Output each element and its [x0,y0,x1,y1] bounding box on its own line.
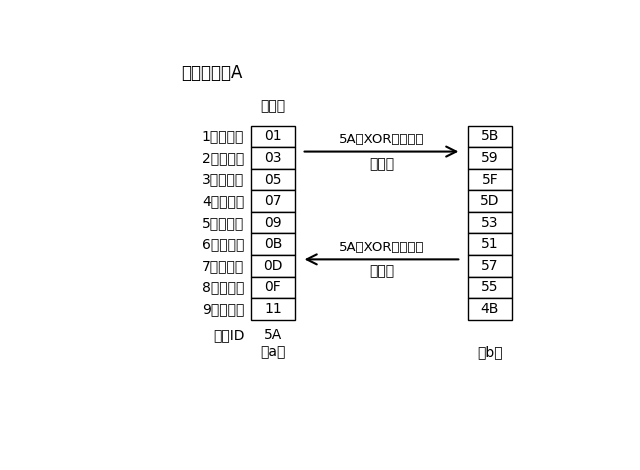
Text: 5バイト目: 5バイト目 [202,216,244,230]
Text: 機種ID: 機種ID [212,328,244,342]
Text: 1バイト目: 1バイト目 [202,129,244,143]
Text: 暗号化: 暗号化 [369,157,394,171]
Text: 5F: 5F [482,172,499,187]
Bar [467,169,513,190]
Text: 3バイト目: 3バイト目 [202,172,244,187]
Text: 51: 51 [481,237,499,251]
Bar [467,147,513,169]
Text: 演算パターA: 演算パターA [180,64,242,82]
Text: 0B: 0B [264,237,282,251]
Text: 11: 11 [264,302,282,316]
Text: （b）: （b） [477,345,503,359]
Text: 0D: 0D [263,259,283,273]
Bar [250,190,296,212]
Text: 9バイト目: 9バイト目 [202,302,244,316]
Text: 57: 57 [481,259,499,273]
Text: 4バイト目: 4バイト目 [202,194,244,208]
Bar [467,125,513,147]
Bar [467,277,513,298]
Text: 05: 05 [264,172,282,187]
Text: 5AとXOR論理演算: 5AとXOR論理演算 [339,241,424,253]
Text: 2バイト目: 2バイト目 [202,151,244,165]
Text: 7バイト目: 7バイト目 [202,259,244,273]
Text: （a）: （a） [260,345,285,359]
Bar [467,255,513,277]
Text: 55: 55 [481,281,499,294]
Text: 0F: 0F [264,281,282,294]
Text: 8バイト目: 8バイト目 [202,281,244,294]
Bar [250,169,296,190]
Bar [250,255,296,277]
Bar [250,298,296,320]
Bar [467,190,513,212]
Bar [250,147,296,169]
Text: 09: 09 [264,216,282,230]
Text: 59: 59 [481,151,499,165]
Bar [250,125,296,147]
Text: 5A: 5A [264,328,282,342]
Bar [467,234,513,255]
Text: 5AとXOR論理演算: 5AとXOR論理演算 [339,133,424,146]
Bar [250,212,296,234]
Bar [250,277,296,298]
Bar [467,212,513,234]
Text: 6バイト目: 6バイト目 [202,237,244,251]
Text: 53: 53 [481,216,499,230]
Text: 01: 01 [264,129,282,143]
Text: 5B: 5B [481,129,499,143]
Bar [250,234,296,255]
Text: 07: 07 [264,194,282,208]
Text: 4B: 4B [481,302,499,316]
Text: （例）: （例） [260,100,285,113]
Bar [467,298,513,320]
Text: 03: 03 [264,151,282,165]
Text: 5D: 5D [480,194,500,208]
Text: 復号化: 復号化 [369,265,394,279]
